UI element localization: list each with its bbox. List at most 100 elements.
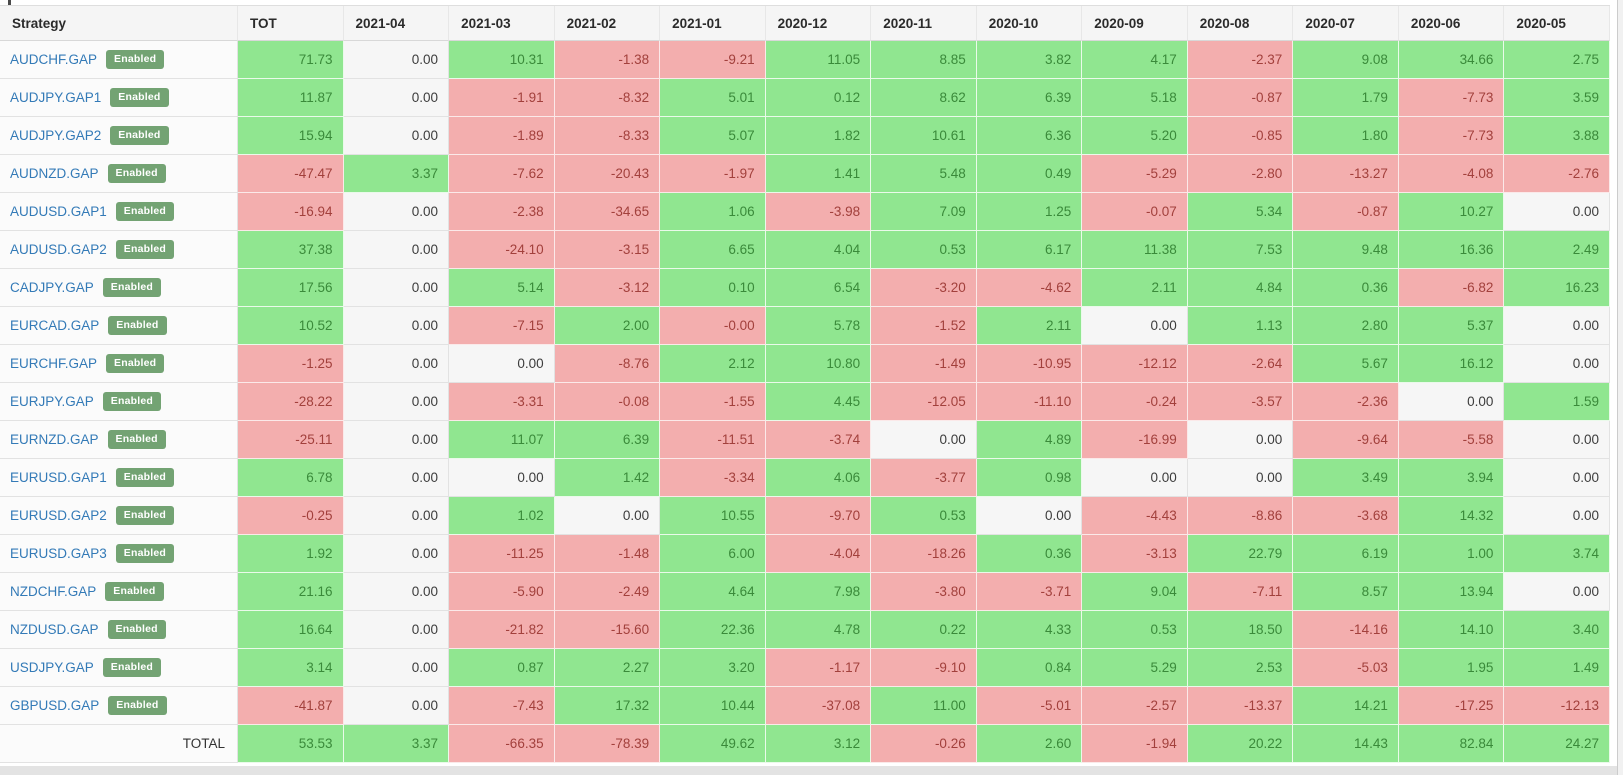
- table-row-audusd-gap1: AUDUSD.GAP1 Enabled -16.94 0.00 -2.38 -34.65 1…: [0, 193, 1610, 231]
- value-cell-2020-08: 22.79: [1187, 535, 1294, 573]
- value-cell-2021-04: 0.00: [343, 231, 450, 269]
- total-value-cell-2020-12: 3.12: [765, 725, 872, 763]
- value-cell-2021-01: -1.55: [660, 383, 766, 421]
- enabled-badge: Enabled: [108, 316, 167, 335]
- value-cell-2021-01: 5.01: [660, 79, 766, 117]
- strategy-link-audchf-gap[interactable]: AUDCHF.GAP: [10, 52, 98, 67]
- value-cell-2020-09: -4.43: [1082, 497, 1188, 535]
- value-cell-2020-11: -1.49: [871, 345, 977, 383]
- horizontal-scrollbar[interactable]: [0, 766, 1623, 775]
- strategy-cell: AUDUSD.GAP2 Enabled: [0, 231, 238, 269]
- strategy-link-usdjpy-gap[interactable]: USDJPY.GAP: [10, 660, 94, 675]
- table-row-gbpusd-gap: GBPUSD.GAP Enabled -41.87 0.00 -7.43 17.32 10.…: [0, 687, 1610, 725]
- value-cell-2020-08: -0.85: [1187, 117, 1294, 155]
- value-cell-2020-09: 0.00: [1082, 459, 1188, 497]
- strategy-cell: AUDJPY.GAP2 Enabled: [0, 117, 238, 155]
- value-cell-2020-12: 4.06: [765, 459, 872, 497]
- value-cell-2020-05: 0.00: [1504, 497, 1610, 535]
- value-cell-2021-02: -8.76: [554, 345, 661, 383]
- value-cell-2021-03: 1.02: [449, 497, 555, 535]
- strategy-link-eurnzd-gap[interactable]: EURNZD.GAP: [10, 432, 99, 447]
- strategy-cell: CADJPY.GAP Enabled: [0, 269, 238, 307]
- total-value-cell-tot: 53.53: [238, 725, 344, 763]
- strategy-link-eurchf-gap[interactable]: EURCHF.GAP: [10, 356, 98, 371]
- strategy-link-audnzd-gap[interactable]: AUDNZD.GAP: [10, 166, 99, 181]
- value-cell-2021-02: 1.42: [554, 459, 661, 497]
- value-cell-2020-12: 11.05: [765, 41, 872, 79]
- value-cell-2020-11: 8.62: [871, 79, 977, 117]
- value-cell-2021-02: -34.65: [554, 193, 661, 231]
- value-cell-2020-05: 16.23: [1504, 269, 1610, 307]
- value-cell-2020-06: 3.94: [1398, 459, 1505, 497]
- value-cell-2020-07: 14.21: [1293, 687, 1399, 725]
- strategy-link-nzdchf-gap[interactable]: NZDCHF.GAP: [10, 584, 97, 599]
- column-header-2020-09: 2020-09: [1082, 6, 1188, 41]
- value-cell-2021-04: 0.00: [343, 269, 450, 307]
- strategy-link-eurusd-gap2[interactable]: EURUSD.GAP2: [10, 508, 107, 523]
- monthly-performance-table: Strategy TOT 2021-04 2021-03 2021-02 2021-01 2…: [0, 5, 1610, 763]
- value-cell-2021-01: -0.00: [660, 307, 766, 345]
- value-cell-2021-02: 2.27: [554, 649, 661, 687]
- vertical-scrollbar[interactable]: [1617, 0, 1623, 775]
- value-cell-2020-06: 0.00: [1398, 383, 1505, 421]
- value-cell-2020-08: -2.80: [1187, 155, 1294, 193]
- strategy-link-gbpusd-gap[interactable]: GBPUSD.GAP: [10, 698, 100, 713]
- column-header-tot: TOT: [238, 6, 344, 41]
- enabled-badge: Enabled: [107, 620, 166, 639]
- value-cell-2020-05: 0.00: [1504, 345, 1610, 383]
- strategy-link-eurusd-gap1[interactable]: EURUSD.GAP1: [10, 470, 107, 485]
- value-cell-2020-12: -9.70: [765, 497, 872, 535]
- value-cell-2020-08: -2.37: [1187, 41, 1294, 79]
- value-cell-2020-10: 0.49: [976, 155, 1083, 193]
- strategy-link-eurusd-gap3[interactable]: EURUSD.GAP3: [10, 546, 107, 561]
- value-cell-2021-03: -1.89: [449, 117, 555, 155]
- table-row-cadjpy-gap: CADJPY.GAP Enabled 17.56 0.00 5.14 -3.12 0.10 6…: [0, 269, 1610, 307]
- value-cell-2020-12: 1.82: [765, 117, 872, 155]
- strategy-link-audjpy-gap1[interactable]: AUDJPY.GAP1: [10, 90, 102, 105]
- value-cell-2020-10: -3.71: [976, 573, 1083, 611]
- value-cell-2020-06: -7.73: [1398, 117, 1505, 155]
- value-cell-2020-11: -9.10: [871, 649, 977, 687]
- strategy-link-audjpy-gap2[interactable]: AUDJPY.GAP2: [10, 128, 102, 143]
- value-cell-2021-03: -3.31: [449, 383, 555, 421]
- value-cell-2021-02: -3.12: [554, 269, 661, 307]
- value-cell-2020-07: -5.03: [1293, 649, 1399, 687]
- value-cell-2020-09: -2.57: [1082, 687, 1188, 725]
- value-cell-2020-12: -4.04: [765, 535, 872, 573]
- value-cell-2020-11: -3.80: [871, 573, 977, 611]
- strategy-cell: EURUSD.GAP3 Enabled: [0, 535, 238, 573]
- value-cell-2020-05: 1.49: [1504, 649, 1610, 687]
- value-cell-2021-04: 0.00: [343, 687, 450, 725]
- value-cell-2020-06: -7.73: [1398, 79, 1505, 117]
- strategy-link-cadjpy-gap[interactable]: CADJPY.GAP: [10, 280, 94, 295]
- strategy-link-nzdusd-gap[interactable]: NZDUSD.GAP: [10, 622, 99, 637]
- value-cell-2020-08: 0.00: [1187, 421, 1294, 459]
- value-cell-2020-10: 0.84: [976, 649, 1083, 687]
- value-cell-2020-09: 9.04: [1082, 573, 1188, 611]
- value-cell-2020-07: 6.19: [1293, 535, 1399, 573]
- value-cell-2020-05: 1.59: [1504, 383, 1610, 421]
- value-cell-2020-09: -0.07: [1082, 193, 1188, 231]
- strategy-link-audusd-gap1[interactable]: AUDUSD.GAP1: [10, 204, 107, 219]
- value-cell-2020-05: 3.59: [1504, 79, 1610, 117]
- strategy-cell: EURUSD.GAP2 Enabled: [0, 497, 238, 535]
- value-cell-2020-08: -7.11: [1187, 573, 1294, 611]
- value-cell-2020-08: -13.37: [1187, 687, 1294, 725]
- column-header-2020-06: 2020-06: [1398, 6, 1505, 41]
- value-cell-2021-04: 0.00: [343, 79, 450, 117]
- value-cell-2021-01: 1.06: [660, 193, 766, 231]
- value-cell-2020-07: -9.64: [1293, 421, 1399, 459]
- value-cell-2020-05: 0.00: [1504, 421, 1610, 459]
- column-header-2021-01: 2021-01: [660, 6, 766, 41]
- value-cell-2020-11: -3.77: [871, 459, 977, 497]
- value-cell-2020-08: -2.64: [1187, 345, 1294, 383]
- strategy-link-audusd-gap2[interactable]: AUDUSD.GAP2: [10, 242, 107, 257]
- value-cell-2020-08: -3.57: [1187, 383, 1294, 421]
- strategy-link-eurcad-gap[interactable]: EURCAD.GAP: [10, 318, 100, 333]
- strategy-link-eurjpy-gap[interactable]: EURJPY.GAP: [10, 394, 94, 409]
- value-cell-tot: -25.11: [238, 421, 344, 459]
- value-cell-2020-06: 5.37: [1398, 307, 1505, 345]
- value-cell-2020-10: 0.98: [976, 459, 1083, 497]
- value-cell-2021-02: 6.39: [554, 421, 661, 459]
- value-cell-2020-11: 0.00: [871, 421, 977, 459]
